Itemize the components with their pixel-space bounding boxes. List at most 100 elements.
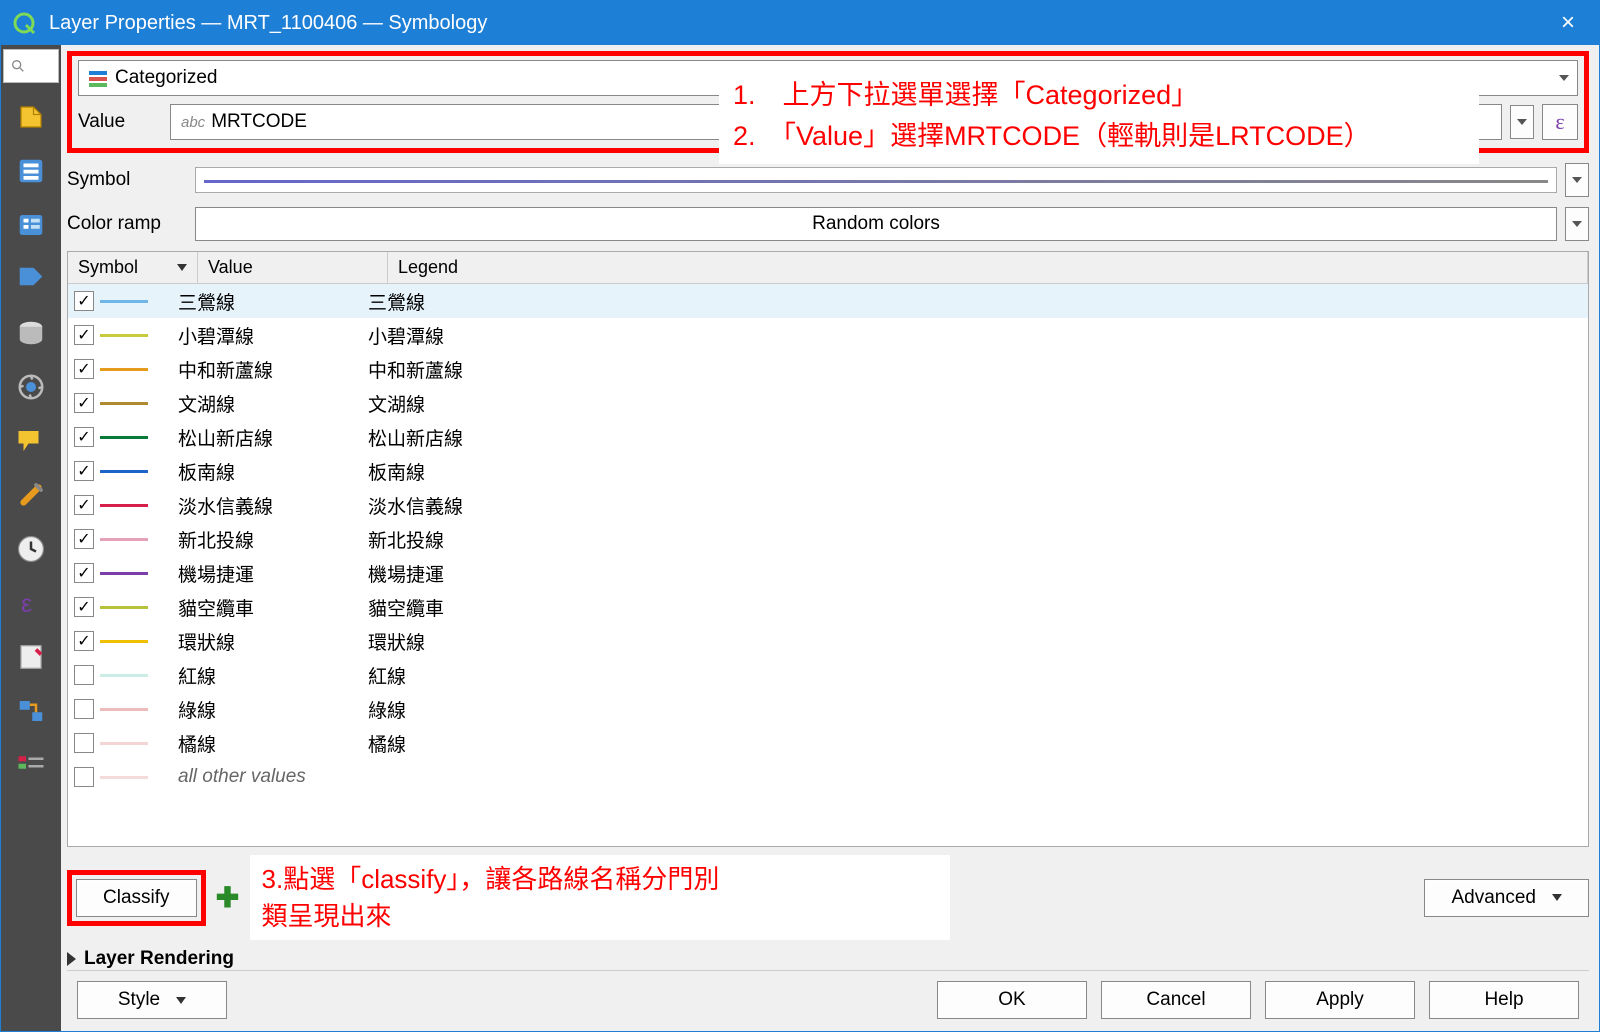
row-value: 綠線 (178, 696, 368, 723)
table-row[interactable]: ✓松山新店線松山新店線 (68, 420, 1588, 454)
row-legend: 三鶯線 (368, 288, 1588, 315)
value-label: Value (78, 111, 162, 133)
sidebar-item-rendering[interactable] (11, 475, 51, 515)
value-dropdown-arrow[interactable] (1510, 105, 1534, 139)
symbol-label: Symbol (67, 169, 187, 191)
row-checkbox[interactable]: ✓ (74, 291, 94, 311)
expression-button[interactable]: ε (1542, 104, 1578, 140)
window-title: Layer Properties — MRT_1100406 — Symbolo… (49, 12, 1547, 35)
layer-rendering-section[interactable]: Layer Rendering (67, 948, 1589, 970)
row-value: 小碧潭線 (178, 322, 368, 349)
table-row[interactable]: ✓淡水信義線淡水信義線 (68, 488, 1588, 522)
row-checkbox[interactable] (74, 767, 94, 787)
row-symbol-line (100, 538, 148, 541)
table-row[interactable]: ✓貓空纜車貓空纜車 (68, 590, 1588, 624)
table-row[interactable]: 橘線橘線 (68, 726, 1588, 760)
sidebar-item-temporal[interactable] (11, 529, 51, 569)
sidebar-item-attributes-form[interactable] (11, 367, 51, 407)
add-category-button[interactable]: ✚ (216, 886, 240, 910)
sidebar-item-dependencies[interactable] (11, 691, 51, 731)
classify-button[interactable]: Classify (76, 879, 197, 917)
symbol-preview[interactable] (195, 167, 1557, 193)
advanced-button[interactable]: Advanced (1424, 879, 1589, 917)
sidebar-item-source[interactable] (11, 151, 51, 191)
row-legend: 淡水信義線 (368, 492, 1588, 519)
cancel-button[interactable]: Cancel (1101, 981, 1251, 1019)
col-value[interactable]: Value (198, 252, 388, 283)
row-value: 環狀線 (178, 628, 368, 655)
sidebar-item-source-fields[interactable] (11, 313, 51, 353)
table-row[interactable]: ✓ 機場捷運機場捷運 (68, 556, 1588, 590)
sidebar-item-display[interactable] (11, 421, 51, 461)
row-value: 新北投線 (178, 526, 368, 553)
row-legend: 板南線 (368, 458, 1588, 485)
row-legend: 新北投線 (368, 526, 1588, 553)
table-row[interactable]: ✓小碧潭線小碧潭線 (68, 318, 1588, 352)
row-value: 板南線 (178, 458, 368, 485)
row-checkbox[interactable]: ✓ (74, 631, 94, 651)
renderer-label: Categorized (115, 67, 217, 89)
row-symbol-line (100, 402, 148, 405)
bottom-controls: Classify ✚ 3.點選「classify」，讓各路線名稱分門別 類呈現出… (67, 855, 1589, 940)
table-row[interactable]: all other values (68, 760, 1588, 794)
row-symbol-line (100, 776, 148, 779)
row-legend: 紅線 (368, 662, 1588, 689)
classify-highlight: Classify (67, 870, 206, 926)
row-value: 機場捷運 (178, 560, 368, 587)
table-row[interactable]: 紅線紅線 (68, 658, 1588, 692)
row-checkbox[interactable]: ✓ (74, 359, 94, 379)
expand-icon (67, 952, 76, 966)
symbol-dropdown-arrow[interactable] (1565, 163, 1589, 197)
row-symbol-line (100, 504, 148, 507)
row-checkbox[interactable]: ✓ (74, 529, 94, 549)
row-symbol-line (100, 742, 148, 745)
row-value: 紅線 (178, 662, 368, 689)
sidebar-item-metadata[interactable] (11, 637, 51, 677)
row-checkbox[interactable]: ✓ (74, 563, 94, 583)
row-checkbox[interactable] (74, 733, 94, 753)
row-checkbox[interactable] (74, 699, 94, 719)
style-button[interactable]: Style (77, 981, 227, 1019)
table-row[interactable]: ✓文湖線文湖線 (68, 386, 1588, 420)
sidebar-search[interactable] (3, 49, 59, 83)
table-row[interactable]: ✓三鶯線三鶯線 (68, 284, 1588, 318)
row-legend: 橘線 (368, 730, 1588, 757)
table-row[interactable]: ✓環狀線環狀線 (68, 624, 1588, 658)
table-body: ✓三鶯線三鶯線✓小碧潭線小碧潭線✓中和新蘆線中和新蘆線✓文湖線文湖線✓松山新店線… (68, 284, 1588, 846)
row-legend: 文湖線 (368, 390, 1588, 417)
sidebar-item-legend[interactable] (11, 745, 51, 785)
row-checkbox[interactable]: ✓ (74, 427, 94, 447)
col-legend[interactable]: Legend (388, 252, 1588, 283)
sidebar-item-labels[interactable] (11, 259, 51, 299)
sidebar-item-variables[interactable]: ε (11, 583, 51, 623)
col-symbol[interactable]: Symbol (68, 252, 198, 283)
table-row[interactable]: 綠線綠線 (68, 692, 1588, 726)
qgis-icon (11, 10, 37, 36)
row-checkbox[interactable]: ✓ (74, 597, 94, 617)
row-legend: 機場捷運 (368, 560, 1588, 587)
row-checkbox[interactable]: ✓ (74, 325, 94, 345)
table-row[interactable]: ✓ 中和新蘆線中和新蘆線 (68, 352, 1588, 386)
color-ramp-arrow[interactable] (1565, 207, 1589, 241)
row-legend: 松山新店線 (368, 424, 1588, 451)
ok-button[interactable]: OK (937, 981, 1087, 1019)
close-button[interactable]: × (1547, 9, 1589, 37)
abc-prefix: abc (181, 114, 205, 131)
sidebar-item-symbology[interactable] (11, 205, 51, 245)
row-symbol-line (100, 368, 148, 371)
apply-button[interactable]: Apply (1265, 981, 1415, 1019)
row-checkbox[interactable]: ✓ (74, 461, 94, 481)
table-row[interactable]: ✓ 新北投線新北投線 (68, 522, 1588, 556)
row-checkbox[interactable]: ✓ (74, 393, 94, 413)
row-checkbox[interactable] (74, 665, 94, 685)
row-symbol-line (100, 674, 148, 677)
row-value: 中和新蘆線 (178, 356, 368, 383)
titlebar: Layer Properties — MRT_1100406 — Symbolo… (1, 1, 1599, 45)
color-ramp-dropdown[interactable]: Random colors (195, 207, 1557, 241)
sidebar-item-information[interactable] (11, 97, 51, 137)
row-checkbox[interactable]: ✓ (74, 495, 94, 515)
row-legend: 中和新蘆線 (368, 356, 1588, 383)
color-ramp-label: Color ramp (67, 213, 187, 235)
table-row[interactable]: ✓ 板南線板南線 (68, 454, 1588, 488)
help-button[interactable]: Help (1429, 981, 1579, 1019)
